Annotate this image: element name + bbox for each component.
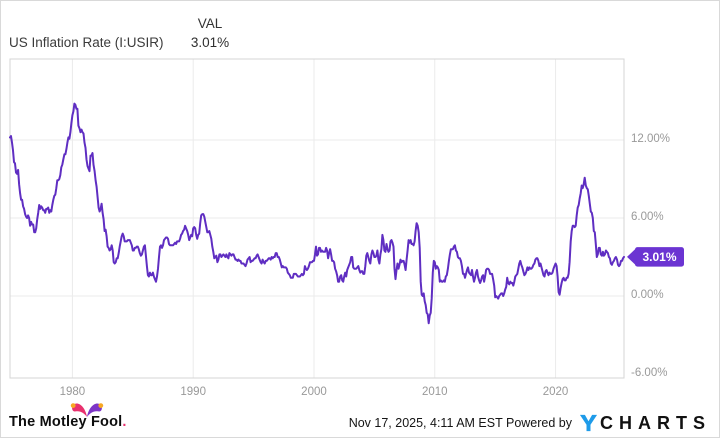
last-value-badge [635, 247, 684, 267]
x-tick-label: 2020 [543, 386, 569, 398]
motley-fool-logo-text: The Motley Fool [9, 414, 123, 430]
val-column: VAL 3.01% [181, 16, 239, 50]
val-column-header: VAL [197, 16, 223, 31]
ycharts-y-icon [579, 414, 598, 432]
jester-cap-icon [70, 403, 104, 417]
motley-fool-logo[interactable]: The Motley Fool. [9, 414, 127, 430]
powered-by-text: Powered by [505, 416, 572, 430]
timestamp-text: Nov 17, 2025, 4:11 AM EST [348, 416, 503, 430]
timestamp: Nov 17, 2025, 4:11 AM EST Powered by [349, 416, 572, 430]
x-tick-label: 2010 [422, 386, 448, 398]
footer-attribution: Nov 17, 2025, 4:11 AM EST Powered by CHA… [349, 414, 711, 432]
y-tick-label: 6.00% [631, 211, 664, 223]
x-tick-label: 1990 [180, 386, 206, 398]
y-tick-label: 12.00% [631, 133, 670, 145]
ycharts-logo-text: CHARTS [600, 413, 711, 433]
x-tick-label: 1980 [60, 386, 86, 398]
plot-border [9, 58, 625, 379]
motley-fool-logo-period: . [122, 414, 127, 430]
y-tick-label: -6.00% [631, 367, 667, 379]
y-tick-label: 0.00% [631, 289, 664, 301]
x-tick-label: 2000 [301, 386, 327, 398]
ycharts-logo[interactable]: CHARTS [579, 414, 711, 432]
last-value-badge-arrow [627, 248, 636, 266]
last-value-badge-text: 3.01% [642, 250, 676, 264]
val-current-value: 3.01% [190, 35, 230, 50]
inflation-series-line [9, 102, 625, 325]
chart-title: US Inflation Rate (I:USIR) [9, 35, 164, 50]
